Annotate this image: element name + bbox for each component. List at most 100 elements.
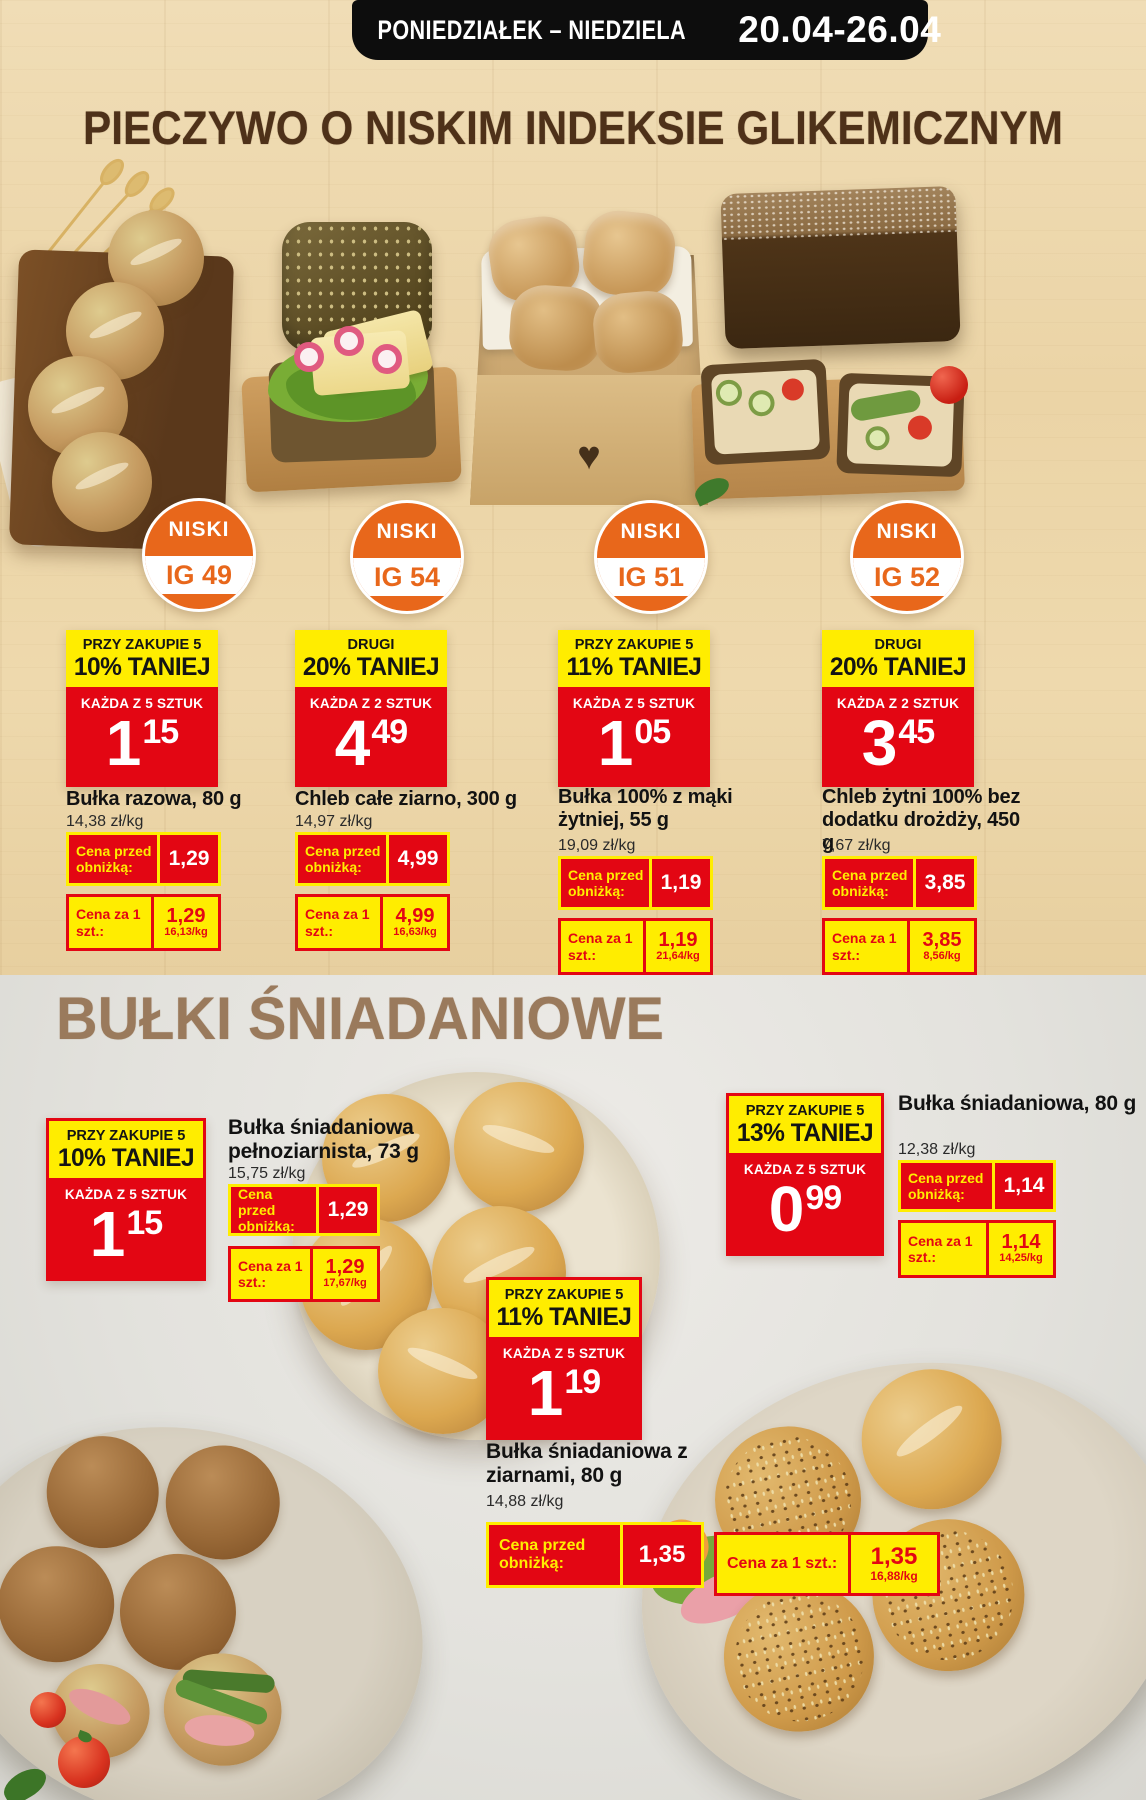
promo-price: 0 99: [768, 1173, 842, 1246]
section1-title: PIECZYWO O NISKIM INDEKSIE GLIKEMICZNYM: [83, 101, 1063, 154]
bread-slice: [700, 358, 831, 466]
bread-bun: [52, 432, 152, 532]
photo-wholegrain-loaf-sandwich: [241, 192, 477, 537]
badge-ig-value: IG 49: [145, 556, 253, 594]
promo-discount: 11% TANIEJ: [496, 1303, 632, 1331]
photo-bread-crate: ♥: [452, 200, 722, 545]
promo-qty: KAŻDA Z 5 SZTUK: [80, 695, 204, 712]
promo-block: PRZY ZAKUPIE 5 11% TANIEJ KAŻDA Z 5 SZTU…: [558, 630, 710, 788]
date-range-dates: 20.04-26.04: [738, 9, 942, 50]
flour-dusting: [720, 185, 957, 241]
price-per-unit-row: Cena za 1 szt.: 1,14 14,25/kg: [898, 1220, 1056, 1278]
price-per-unit-row: Cena za 1 szt.: 3,85 8,56/kg: [822, 918, 977, 975]
price-per-unit-row: Cena za 1 szt.: 1,29 17,67/kg: [228, 1246, 380, 1302]
tomato: [930, 366, 968, 404]
promo-condition: PRZY ZAKUPIE 5: [745, 1102, 865, 1119]
promo-discount: 10% TANIEJ: [57, 1144, 195, 1172]
product-name: Bułka śniadaniowa pełnoziarnista, 73 g: [228, 1116, 419, 1164]
promo-condition: PRZY ZAKUPIE 5: [574, 636, 694, 653]
radish-slice: [294, 342, 324, 372]
crate-front: [470, 375, 708, 505]
product-unit-price: 7,67 zł/kg: [822, 837, 891, 854]
promo-block: DRUGI 20% TANIEJ KAŻDA Z 2 SZTUK 4 49: [295, 630, 447, 788]
product-name: Chleb całe ziarno, 300 g: [295, 788, 517, 810]
price-before-row: Cena przed obniżką: 1,29: [66, 832, 221, 886]
promo-block: DRUGI 20% TANIEJ KAŻDA Z 2 SZTUK 3 45: [822, 630, 974, 788]
promo-block: PRZY ZAKUPIE 5 11% TANIEJ KAŻDA Z 5 SZTU…: [486, 1277, 642, 1441]
badge-niski-label: NISKI: [620, 520, 682, 543]
promo-condition: DRUGI: [874, 636, 922, 653]
product-unit-price: 14,88 zł/kg: [486, 1493, 564, 1510]
photo-rustic-buns: [0, 158, 265, 558]
promo-discount: 13% TANIEJ: [736, 1119, 874, 1147]
promo-price: 1 15: [105, 707, 179, 780]
promo-discount: 11% TANIEJ: [566, 653, 702, 681]
product-name: Bułka śniadaniowa z ziarnami, 80 g: [486, 1440, 688, 1488]
product-unit-price: 14,97 zł/kg: [295, 813, 373, 830]
bread-roll: [507, 282, 605, 374]
bread-roll: [590, 288, 686, 376]
radish-slice: [372, 344, 402, 374]
promo-price: 1 05: [597, 707, 671, 780]
price-per-unit-row: Cena za 1 szt.: 1,35 16,88/kg: [714, 1532, 940, 1596]
tomato: [30, 1692, 66, 1728]
promo-qty: KAŻDA Z 5 SZTUK: [64, 1186, 188, 1203]
date-range-label: PONIEDZIAŁEK – NIEDZIELA: [377, 14, 686, 45]
promo-block: PRZY ZAKUPIE 5 10% TANIEJ KAŻDA Z 5 SZTU…: [46, 1118, 206, 1282]
ham-fold: [64, 1681, 136, 1733]
product-name: Bułka razowa, 80 g: [66, 788, 242, 810]
price-per-unit-row: Cena za 1 szt.: 1,29 16,13/kg: [66, 894, 221, 951]
radish-slice: [334, 326, 364, 356]
product-unit-price: 12,38 zł/kg: [898, 1141, 976, 1158]
price-before-row: Cena przed obniżką: 4,99: [295, 832, 450, 886]
section2-title: BUŁKI ŚNIADANIOWE: [56, 985, 664, 1052]
product-name: Chleb żytni 100% bez dodatku drożdży, 45…: [822, 786, 1021, 854]
promo-qty: KAŻDA Z 5 SZTUK: [502, 1345, 626, 1362]
brown-bun: [153, 1433, 292, 1572]
badge-niski-label: NISKI: [376, 520, 438, 543]
promo-qty: KAŻDA Z 2 SZTUK: [309, 695, 433, 712]
product-name: Bułka 100% z mąki żytniej, 55 g: [558, 786, 733, 831]
promo-discount: 10% TANIEJ: [73, 653, 211, 681]
price-before-row: Cena przed obniżką: 1,14: [898, 1160, 1056, 1212]
badge-ig-value: IG 51: [597, 558, 705, 596]
badge-niski-label: NISKI: [876, 520, 938, 543]
badge-niski-label: NISKI: [168, 518, 230, 541]
niski-ig-badge: NISKI IG 51: [594, 500, 708, 614]
rye-loaf: [720, 185, 961, 350]
product-unit-price: 15,75 zł/kg: [228, 1165, 306, 1182]
promo-price: 1 19: [527, 1357, 601, 1430]
price-before-row: Cena przed obniżką: 1,35: [486, 1522, 704, 1588]
price-before-row: Cena przed obniżką: 1,29: [228, 1184, 380, 1236]
promo-condition: PRZY ZAKUPIE 5: [504, 1286, 624, 1303]
promo-block: PRZY ZAKUPIE 5 13% TANIEJ KAŻDA Z 5 SZTU…: [726, 1093, 884, 1257]
promo-condition: PRZY ZAKUPIE 5: [66, 1127, 186, 1144]
promo-discount: 20% TANIEJ: [829, 653, 967, 681]
product-unit-price: 19,09 zł/kg: [558, 837, 636, 854]
badge-ig-value: IG 52: [853, 558, 961, 596]
niski-ig-badge: NISKI IG 52: [850, 500, 964, 614]
golden-bun: [454, 1082, 584, 1212]
promo-price: 4 49: [334, 707, 408, 780]
tomato: [58, 1736, 110, 1788]
bread-roll: [579, 207, 679, 301]
promo-price: 1 15: [89, 1198, 163, 1271]
promo-condition: PRZY ZAKUPIE 5: [82, 636, 202, 653]
niski-ig-badge: NISKI IG 49: [142, 498, 256, 612]
niski-ig-badge: NISKI IG 54: [350, 500, 464, 614]
promo-qty: KAŻDA Z 2 SZTUK: [836, 695, 960, 712]
price-per-unit-row: Cena za 1 szt.: 4,99 16,63/kg: [295, 894, 450, 951]
promo-qty: KAŻDA Z 5 SZTUK: [572, 695, 696, 712]
photo-rye-loaf-sandwiches: [688, 170, 983, 545]
wooden-crate: ♥: [470, 255, 708, 505]
price-per-unit-row: Cena za 1 szt.: 1,19 21,64/kg: [558, 918, 713, 975]
price-before-row: Cena przed obniżką: 1,19: [558, 856, 713, 910]
promo-qty: KAŻDA Z 5 SZTUK: [743, 1161, 867, 1178]
promo-price: 3 45: [861, 707, 935, 780]
promo-condition: DRUGI: [347, 636, 395, 653]
promo-block: PRZY ZAKUPIE 5 10% TANIEJ KAŻDA Z 5 SZTU…: [66, 630, 218, 788]
badge-ig-value: IG 54: [353, 558, 461, 596]
product-name: Bułka śniadaniowa, 80 g: [898, 1092, 1137, 1115]
promo-discount: 20% TANIEJ: [302, 653, 440, 681]
